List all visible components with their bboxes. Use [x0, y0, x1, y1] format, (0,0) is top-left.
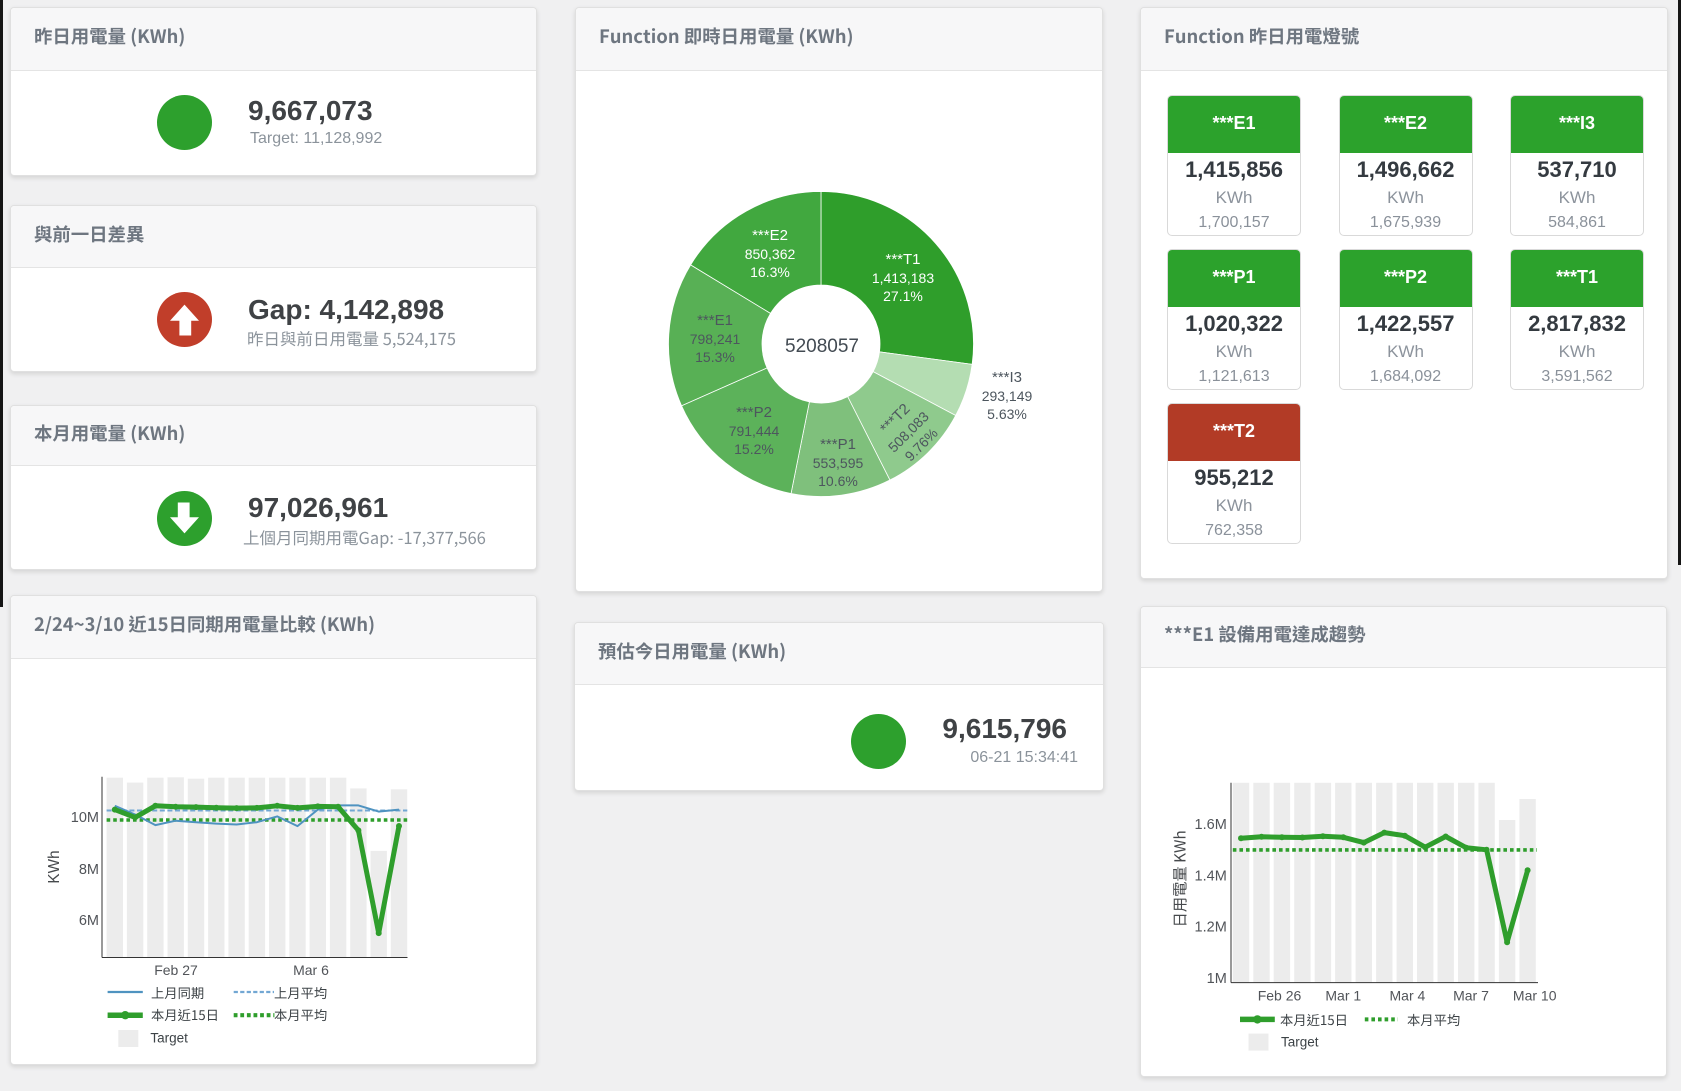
svg-text:Feb 27: Feb 27 — [154, 962, 198, 978]
svg-text:Mar 1: Mar 1 — [1325, 988, 1361, 1004]
svg-text:Mar 6: Mar 6 — [293, 962, 329, 978]
svg-text:6M: 6M — [79, 913, 99, 929]
svg-text:Mar 7: Mar 7 — [1453, 988, 1489, 1004]
svg-text:Mar 4: Mar 4 — [1390, 988, 1426, 1004]
svg-text:1.2M: 1.2M — [1195, 920, 1227, 936]
svg-text:Mar 10: Mar 10 — [1513, 988, 1557, 1004]
svg-text:1.6M: 1.6M — [1195, 817, 1227, 833]
svg-text:KWh: KWh — [46, 850, 63, 883]
svg-text:8M: 8M — [79, 862, 99, 878]
svg-text:1.4M: 1.4M — [1195, 868, 1227, 884]
svg-text:Feb 26: Feb 26 — [1258, 988, 1302, 1004]
svg-text:Target: Target — [1281, 1034, 1319, 1049]
svg-text:1M: 1M — [1207, 971, 1227, 987]
svg-text:Target: Target — [150, 1031, 188, 1046]
svg-text:10M: 10M — [71, 810, 99, 826]
